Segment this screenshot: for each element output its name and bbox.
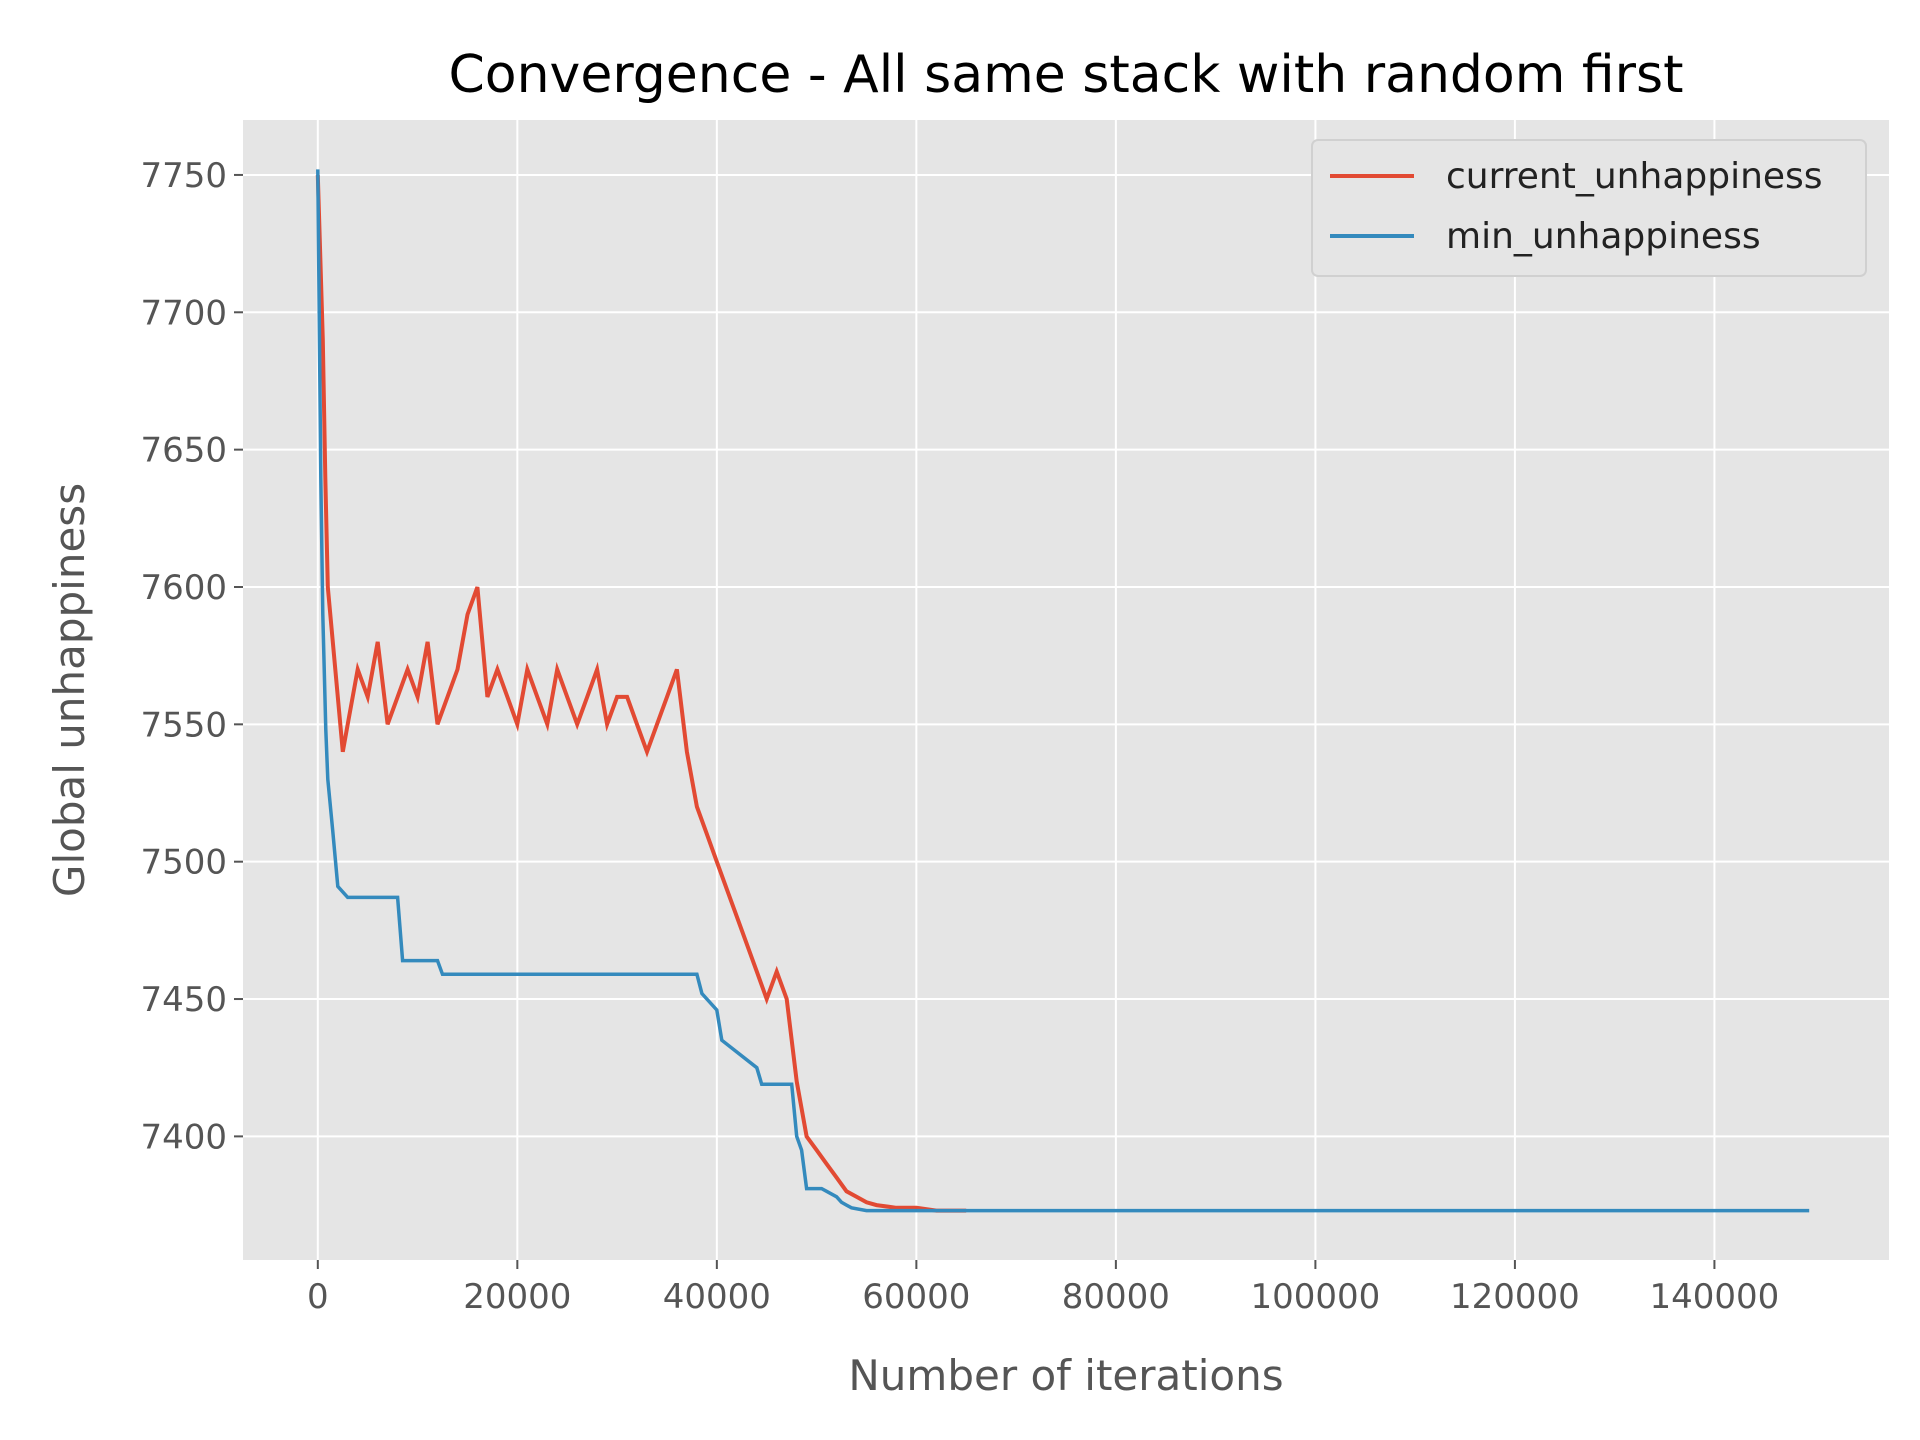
legend-box bbox=[1311, 139, 1867, 277]
series-layer bbox=[315, 169, 1810, 1213]
y-tick-label: 7750 bbox=[140, 156, 227, 196]
x-gridlines bbox=[316, 120, 1716, 1260]
y-tick-label: 7600 bbox=[140, 568, 227, 608]
x-tick-label: 80000 bbox=[1062, 1277, 1170, 1317]
y-axis-ticks: 7400 7450 7500 7550 7600 7650 7700 7750 bbox=[140, 156, 243, 1157]
y-tick-label: 7550 bbox=[140, 705, 227, 745]
y-axis-label: Global unhappiness bbox=[45, 483, 94, 897]
x-tick-label: 120000 bbox=[1450, 1277, 1580, 1317]
x-axis-label: Number of iterations bbox=[848, 1351, 1283, 1400]
y-tick-label: 7400 bbox=[140, 1117, 227, 1157]
x-tick-label: 40000 bbox=[663, 1277, 771, 1317]
legend: current_unhappiness min_unhappiness bbox=[1311, 139, 1867, 277]
y-tick-label: 7700 bbox=[140, 293, 227, 333]
y-tick-label: 7650 bbox=[140, 431, 227, 471]
legend-min-unhappiness-label: min_unhappiness bbox=[1446, 216, 1761, 257]
x-tick-label: 100000 bbox=[1250, 1277, 1380, 1317]
x-tick-label: 140000 bbox=[1650, 1277, 1780, 1317]
y-tick-label: 7500 bbox=[140, 843, 227, 883]
x-tick-label: 20000 bbox=[463, 1277, 571, 1317]
chart-title: Convergence - All same stack with random… bbox=[448, 45, 1683, 105]
x-tick-label: 0 bbox=[307, 1277, 329, 1317]
series-line-min-unhappiness bbox=[316, 169, 1810, 1213]
legend-current-unhappiness-label: current_unhappiness bbox=[1446, 156, 1823, 197]
series-line-current-unhappiness bbox=[315, 174, 967, 1213]
x-axis-ticks: 0 20000 40000 60000 80000 100000 120000 140000 bbox=[307, 1260, 1779, 1317]
x-tick-label: 60000 bbox=[862, 1277, 970, 1317]
y-tick-label: 7450 bbox=[140, 980, 227, 1020]
